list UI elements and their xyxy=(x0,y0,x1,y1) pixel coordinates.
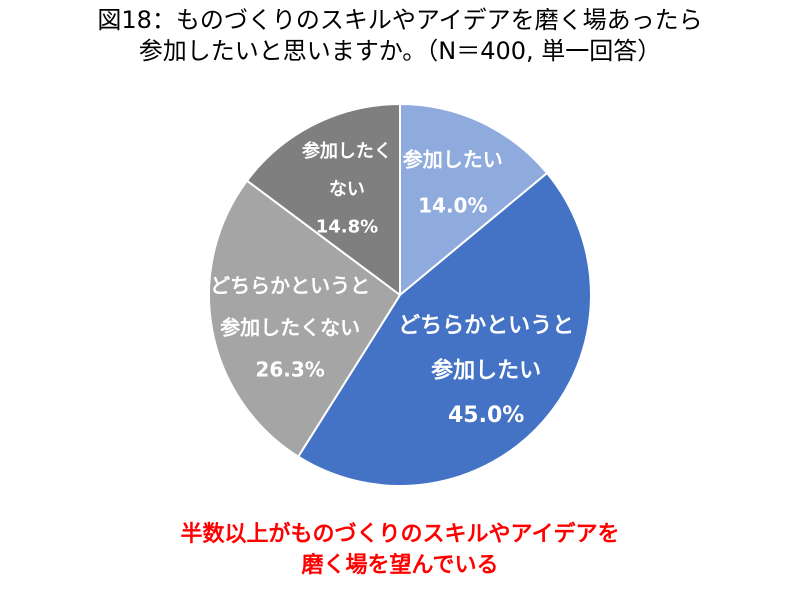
pie-slices xyxy=(208,103,592,487)
pie-slice-3 xyxy=(208,179,401,458)
annotation-line-2: 磨く場を望んでいる xyxy=(301,553,499,578)
chart-title-line-2: 参加したいと思いますか。（N＝400, 単一回答） xyxy=(138,37,662,65)
pie-labels: 参加したい 14.0% どちらかというと参加したい 45.0% どちらかというと参加した… xyxy=(210,140,574,428)
pie-slice-1 xyxy=(399,103,549,296)
annotation: 半数以上がものづくりのスキルやアイデアを 磨く場を望んでいる xyxy=(0,519,800,581)
slice-value-label-1: 14.0% xyxy=(418,194,487,218)
chart-title-line-1: 図18：ものづくりのスキルやアイデアを磨く場あったら xyxy=(97,6,703,34)
slice-category-label-1: 参加したい xyxy=(403,148,503,172)
annotation-line-1: 半数以上がものづくりのスキルやアイデアを xyxy=(180,522,620,547)
slice-value-label-4: 14.8% xyxy=(316,217,378,238)
pie-slice-2 xyxy=(297,172,592,487)
slice-category-label-3: どちらかというと参加したくない xyxy=(210,274,370,340)
pie-slice-4 xyxy=(246,103,401,296)
slice-category-label-4: 参加したくない xyxy=(302,140,392,200)
chart-title: 図18：ものづくりのスキルやアイデアを磨く場あったら 参加したいと思いますか。（… xyxy=(0,5,800,67)
slice-value-label-2: 45.0% xyxy=(448,403,524,428)
slice-category-label-2: どちらかというと参加したい xyxy=(398,313,574,383)
slice-value-label-3: 26.3% xyxy=(255,358,324,382)
